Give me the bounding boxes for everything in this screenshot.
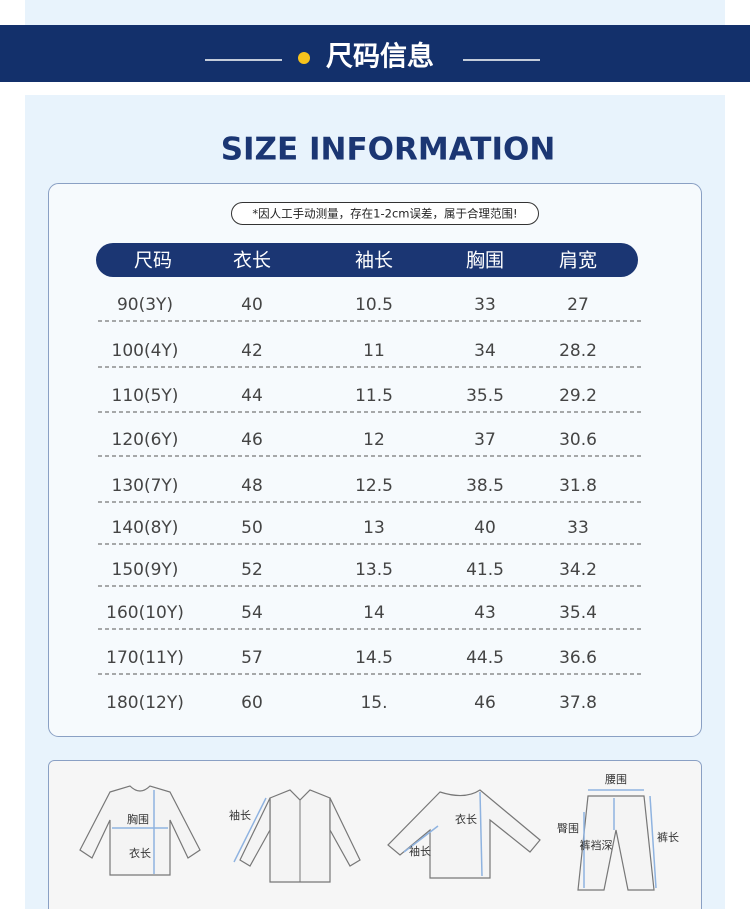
diagram-label: 裤长 [657,830,679,844]
diagram-box [48,760,702,909]
cell: 48 [241,476,263,496]
cell: 38.5 [466,476,504,496]
subtitle: SIZE INFORMATION [221,132,556,168]
cell: 46 [241,430,263,450]
cell: 36.6 [559,648,597,668]
cell: 170(11Y) [106,648,184,668]
diagram-label: 腰围 [605,773,627,786]
cell: 140(8Y) [112,518,179,538]
cell: 44.5 [466,648,504,668]
diagram-label: 臀围 [557,822,579,835]
diagram-label: 袖长 [229,808,251,822]
cell: 15. [360,693,387,713]
note-pill [231,202,539,225]
shirt-icon [79,785,201,876]
cell: 33 [567,518,589,538]
banner-title: 尺码信息 [326,41,434,73]
diagram-label: 袖长 [409,844,431,858]
column-header: 胸围 [466,250,504,272]
cell: 12.5 [355,476,393,496]
cell: 31.8 [559,476,597,496]
cell: 34 [474,341,496,361]
cell: 33 [474,295,496,315]
cell: 90(3Y) [117,295,173,315]
cell: 54 [241,603,263,623]
cell: 37.8 [559,693,597,713]
cell: 11 [363,341,385,361]
cell: 120(6Y) [112,430,179,450]
sleeve-icon [239,797,361,867]
cell: 11.5 [355,386,393,406]
cell: 110(5Y) [112,386,179,406]
cell: 34.2 [559,560,597,580]
cell: 43 [474,603,496,623]
cell: 40 [241,295,263,315]
cell: 14 [363,603,385,623]
cell: 180(12Y) [106,693,184,713]
cell: 13 [363,518,385,538]
measure-line [479,791,483,877]
table-box [48,183,702,737]
cell: 44 [241,386,263,406]
cell: 40 [474,518,496,538]
cell: 37 [474,430,496,450]
column-header: 衣长 [233,250,271,272]
cell: 13.5 [355,560,393,580]
diagram-label: 胸围 [127,812,149,826]
measure-line [403,825,439,853]
cell: 35.5 [466,386,504,406]
cell: 130(7Y) [112,476,179,496]
cell: 57 [241,648,263,668]
cell: 30.6 [559,430,597,450]
cell: 29.2 [559,386,597,406]
diagram-label: 衣长 [129,846,151,860]
column-header: 尺码 [134,250,172,272]
cell: 160(10Y) [106,603,184,623]
banner [0,25,750,82]
cell: 27 [567,295,589,315]
shirt-icon [387,789,541,879]
cell: 12 [363,430,385,450]
banner-dot [298,52,310,64]
measure-line [233,797,267,863]
cell: 10.5 [355,295,393,315]
cell: 52 [241,560,263,580]
pants-icon [577,795,655,891]
cell: 35.4 [559,603,597,623]
cell: 150(9Y) [112,560,179,580]
note: *因人工手动测量，存在1-2cm误差，属于合理范围! [252,207,517,221]
diagram-label: 裤裆深 [580,838,613,852]
cell: 100(4Y) [112,341,179,361]
cell: 14.5 [355,648,393,668]
cell: 60 [241,693,263,713]
table-header [96,243,638,277]
cell: 42 [241,341,263,361]
cell: 46 [474,693,496,713]
cell: 28.2 [559,341,597,361]
cell: 41.5 [466,560,504,580]
measure-line [649,795,657,889]
top-strip [25,0,725,25]
column-header: 袖长 [355,250,393,272]
column-header: 肩宽 [559,250,597,272]
cell: 50 [241,518,263,538]
diagram-label: 衣长 [455,812,477,826]
